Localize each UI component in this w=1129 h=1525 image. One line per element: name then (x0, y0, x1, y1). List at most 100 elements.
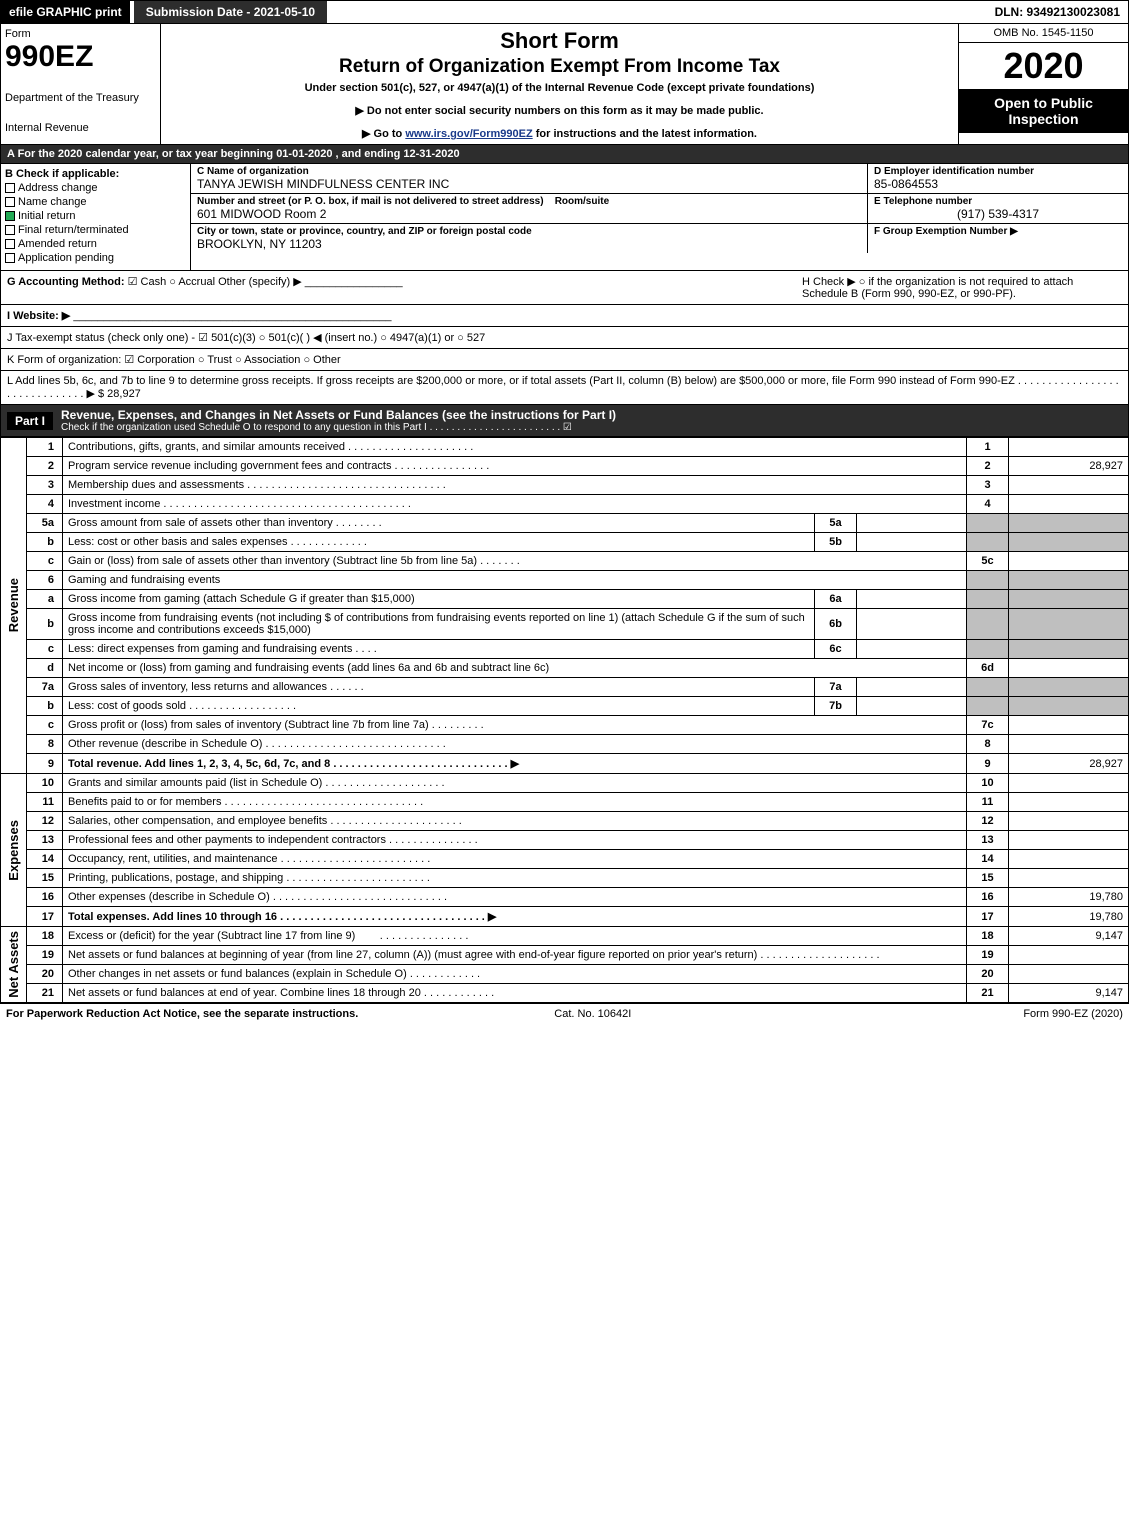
section-e: E Telephone number (917) 539-4317 (868, 194, 1128, 223)
efile-label: efile GRAPHIC print (1, 1, 130, 23)
title-return: Return of Organization Exempt From Incom… (169, 56, 950, 78)
phone-value: (917) 539-4317 (874, 207, 1122, 221)
l-amount: 28,927 (107, 388, 141, 400)
line-1: Revenue 1 Contributions, gifts, grants, … (1, 438, 1129, 457)
top-bar: efile GRAPHIC print Submission Date - 20… (0, 0, 1129, 24)
line-5a: 5a Gross amount from sale of assets othe… (1, 514, 1129, 533)
goto-post: for instructions and the latest informat… (533, 128, 757, 140)
footer-catno: Cat. No. 10642I (554, 1008, 631, 1020)
line-16: 16 Other expenses (describe in Schedule … (1, 888, 1129, 907)
amt-9: 28,927 (1009, 754, 1129, 774)
footer-formref: Form 990-EZ (2020) (1023, 1008, 1123, 1020)
form-number: 990EZ (5, 40, 156, 74)
c-label: C Name of organization (197, 166, 861, 177)
row-l: L Add lines 5b, 6c, and 7b to line 9 to … (0, 371, 1129, 405)
amt-21: 9,147 (1009, 984, 1129, 1003)
title-short-form: Short Form (169, 28, 950, 54)
line-7b: b Less: cost of goods sold . . . . . . .… (1, 697, 1129, 716)
side-expenses: Expenses (6, 820, 21, 881)
omb-number: OMB No. 1545-1150 (959, 24, 1128, 43)
address-value: 601 MIDWOOD Room 2 (197, 207, 861, 221)
line-13: 13 Professional fees and other payments … (1, 831, 1129, 850)
amt-16: 19,780 (1009, 888, 1129, 907)
line-5b: b Less: cost or other basis and sales ex… (1, 533, 1129, 552)
line-11: 11 Benefits paid to or for members . . .… (1, 793, 1129, 812)
section-cde: C Name of organization TANYA JEWISH MIND… (191, 164, 1128, 270)
main-table: Revenue 1 Contributions, gifts, grants, … (0, 437, 1129, 1003)
line-10: Expenses 10 Grants and similar amounts p… (1, 774, 1129, 793)
i-label: I Website: ▶ (7, 310, 70, 322)
section-b: B Check if applicable: Address change Na… (1, 164, 191, 270)
warning-line: ▶ Do not enter social security numbers o… (169, 104, 950, 117)
row-i: I Website: ▶ ___________________________… (0, 305, 1129, 327)
chk-address-change[interactable]: Address change (5, 182, 186, 194)
footer-left: For Paperwork Reduction Act Notice, see … (6, 1008, 358, 1020)
line-19: 19 Net assets or fund balances at beginn… (1, 946, 1129, 965)
line-14: 14 Occupancy, rent, utilities, and maint… (1, 850, 1129, 869)
line-6d: d Net income or (loss) from gaming and f… (1, 659, 1129, 678)
h-section: H Check ▶ ○ if the organization is not r… (802, 275, 1122, 300)
amt-2: 28,927 (1009, 457, 1129, 476)
header-left: Form 990EZ Department of the Treasury In… (1, 24, 161, 144)
irs-link[interactable]: www.irs.gov/Form990EZ (405, 128, 532, 140)
line-7c: c Gross profit or (loss) from sales of i… (1, 716, 1129, 735)
section-c-city: City or town, state or province, country… (191, 224, 868, 253)
row-g-h: G Accounting Method: ☑ Cash ○ Accrual Ot… (0, 271, 1129, 305)
line-2: 2 Program service revenue including gove… (1, 457, 1129, 476)
amt-18: 9,147 (1009, 927, 1129, 946)
section-c-name: C Name of organization TANYA JEWISH MIND… (191, 164, 868, 193)
dln-label: DLN: 93492130023081 (987, 1, 1128, 23)
header-center: Short Form Return of Organization Exempt… (161, 24, 958, 144)
chk-amended-return[interactable]: Amended return (5, 238, 186, 250)
row-k: K Form of organization: ☑ Corporation ○ … (0, 349, 1129, 371)
goto-line: ▶ Go to www.irs.gov/Form990EZ for instru… (169, 127, 950, 140)
section-c-address: Number and street (or P. O. box, if mail… (191, 194, 868, 223)
header-right: OMB No. 1545-1150 2020 Open to Public In… (958, 24, 1128, 144)
line-6: 6 Gaming and fundraising events (1, 571, 1129, 590)
part1-header: Part I Revenue, Expenses, and Changes in… (0, 405, 1129, 437)
line-3: 3 Membership dues and assessments . . . … (1, 476, 1129, 495)
g-section: G Accounting Method: ☑ Cash ○ Accrual Ot… (7, 275, 403, 300)
section-b-header: B Check if applicable: (5, 168, 186, 180)
line-6c: c Less: direct expenses from gaming and … (1, 640, 1129, 659)
section-f: F Group Exemption Number ▶ (868, 224, 1128, 253)
form-header: Form 990EZ Department of the Treasury In… (0, 24, 1129, 145)
dept-irs: Internal Revenue (5, 122, 156, 134)
amt-17: 19,780 (1009, 907, 1129, 927)
row-j: J Tax-exempt status (check only one) - ☑… (0, 327, 1129, 349)
line-12: 12 Salaries, other compensation, and emp… (1, 812, 1129, 831)
part1-check-line: Check if the organization used Schedule … (61, 422, 616, 433)
submission-date: Submission Date - 2021-05-10 (134, 1, 327, 23)
ein-value: 85-0864553 (874, 177, 1122, 191)
d-label: D Employer identification number (874, 166, 1122, 177)
line-5c: c Gain or (loss) from sale of assets oth… (1, 552, 1129, 571)
city-label: City or town, state or province, country… (197, 226, 861, 237)
line-15: 15 Printing, publications, postage, and … (1, 869, 1129, 888)
e-label: E Telephone number (874, 196, 1122, 207)
tax-year-row: A For the 2020 calendar year, or tax yea… (0, 145, 1129, 164)
chk-application-pending[interactable]: Application pending (5, 252, 186, 264)
part1-title: Revenue, Expenses, and Changes in Net As… (61, 408, 616, 422)
amt-1 (1009, 438, 1129, 457)
side-revenue: Revenue (6, 578, 21, 632)
org-name: TANYA JEWISH MINDFULNESS CENTER INC (197, 177, 861, 191)
line-9: 9 Total revenue. Add lines 1, 2, 3, 4, 5… (1, 754, 1129, 774)
goto-pre: ▶ Go to (362, 128, 405, 140)
form-word: Form (5, 28, 156, 40)
part1-title-block: Revenue, Expenses, and Changes in Net As… (61, 408, 616, 433)
chk-initial-return[interactable]: Initial return (5, 210, 186, 222)
line-6b: b Gross income from fundraising events (… (1, 609, 1129, 640)
line-18: Net Assets 18 Excess or (deficit) for th… (1, 927, 1129, 946)
open-to-public: Open to Public Inspection (959, 89, 1128, 133)
chk-name-change[interactable]: Name change (5, 196, 186, 208)
g-options: ☑ Cash ○ Accrual Other (specify) ▶ (128, 276, 302, 288)
addr-label: Number and street (or P. O. box, if mail… (197, 196, 544, 207)
line-8: 8 Other revenue (describe in Schedule O)… (1, 735, 1129, 754)
side-netassets: Net Assets (6, 931, 21, 998)
line-21: 21 Net assets or fund balances at end of… (1, 984, 1129, 1003)
info-grid: B Check if applicable: Address change Na… (0, 164, 1129, 271)
chk-final-return[interactable]: Final return/terminated (5, 224, 186, 236)
city-value: BROOKLYN, NY 11203 (197, 237, 861, 251)
subtitle: Under section 501(c), 527, or 4947(a)(1)… (169, 82, 950, 94)
g-label: G Accounting Method: (7, 276, 125, 288)
